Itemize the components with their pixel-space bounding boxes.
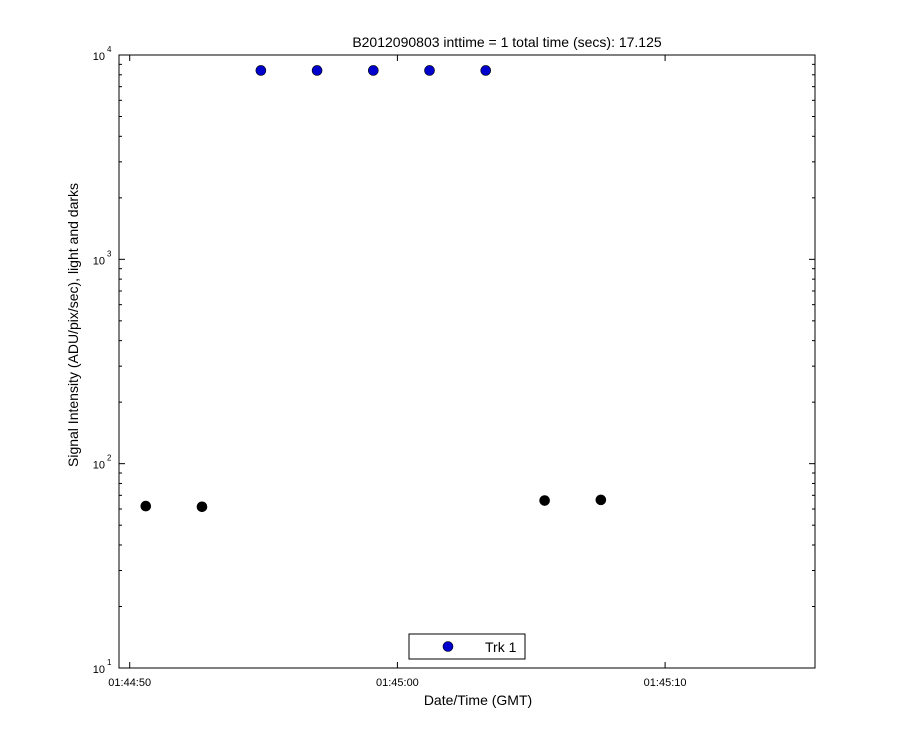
y-tick-label-exponent: 4 [107,45,112,54]
legend: Trk 1 [408,633,526,660]
data-points [140,65,607,513]
y-axis-label: Signal Intensity (ADU/pix/sec), light an… [65,183,81,467]
x-tick-label: 01:45:00 [376,677,419,689]
y-tick-label-exponent: 3 [107,249,112,258]
y-tick-label-exponent: 2 [107,454,112,463]
x-tick-label: 01:44:50 [108,677,151,689]
dark-point [539,495,550,506]
legend-box [408,633,526,660]
plot-area [118,54,816,669]
trk1-point [311,65,323,76]
legend-marker [442,641,454,652]
y-tick-label-exponent: 1 [107,658,112,667]
legend-label: Trk 1 [485,639,517,655]
trk1-point [480,65,492,76]
y-tick-label: 10 [93,460,105,472]
trk1-point [424,65,435,76]
y-tick-label: 10 [93,51,105,63]
chart-title: B2012090803 inttime = 1 total time (secs… [352,34,662,50]
x-axis-label: Date/Time (GMT) [424,692,532,708]
dark-point [196,501,208,513]
axis-ticks [119,54,815,669]
y-tick-label: 10 [93,255,105,267]
x-tick-label: 01:45:10 [644,677,687,689]
y-tick-label: 10 [93,664,105,676]
dark-point [140,500,152,512]
trk1-point [368,65,379,76]
trk1-point [255,65,267,76]
dark-point [595,494,607,506]
